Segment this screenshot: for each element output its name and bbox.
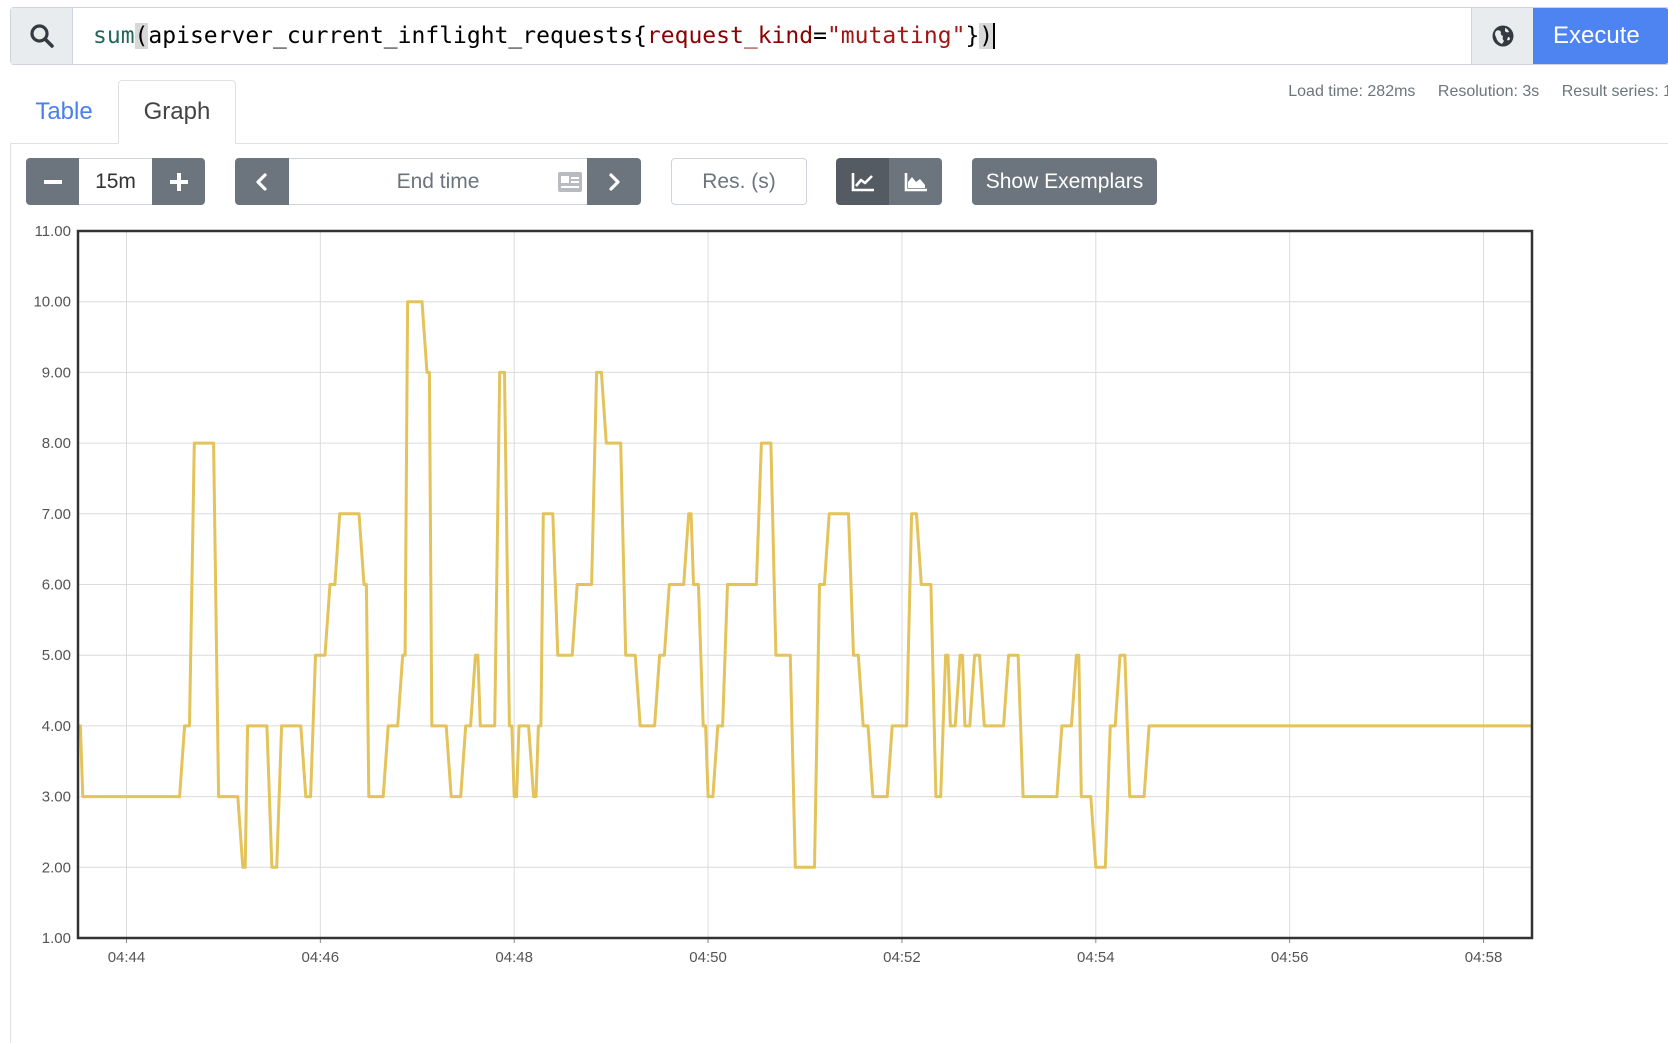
line-chart-button[interactable] <box>836 158 889 205</box>
search-icon <box>11 8 73 64</box>
y-tick-label: 3.00 <box>42 789 71 806</box>
range-control: 15m <box>26 158 205 205</box>
expr-metric-name: apiserver_current_inflight_requests <box>148 23 634 49</box>
minus-icon <box>43 179 62 184</box>
expr-close-brace: } <box>965 23 980 49</box>
result-series-stat: Result series: 1 <box>1561 83 1668 100</box>
end-time-control: End time <box>235 158 641 205</box>
x-tick-label: 04:58 <box>1465 949 1503 966</box>
end-time-input[interactable]: End time <box>289 158 587 205</box>
y-tick-label: 1.00 <box>42 930 71 947</box>
expr-operator: = <box>813 23 827 49</box>
load-time: Load time: 282ms <box>1288 83 1416 100</box>
line-chart-icon <box>851 172 874 191</box>
x-tick-label: 04:50 <box>689 949 727 966</box>
x-tick-label: 04:44 <box>108 949 146 966</box>
range-input[interactable]: 15m <box>79 158 152 205</box>
y-tick-label: 4.00 <box>42 718 71 735</box>
increase-range-button[interactable] <box>152 158 205 205</box>
text-cursor <box>993 23 996 49</box>
y-tick-label: 6.00 <box>42 577 71 594</box>
tab-table[interactable]: Table <box>35 98 93 125</box>
tab-graph[interactable]: Graph <box>118 80 236 144</box>
previous-time-button[interactable] <box>235 158 289 205</box>
y-tick-label: 11.00 <box>35 223 71 240</box>
decrease-range-button[interactable] <box>26 158 79 205</box>
x-tick-label: 04:56 <box>1271 949 1309 966</box>
y-tick-label: 2.00 <box>42 859 71 876</box>
chart-type-toggle <box>836 158 942 205</box>
end-time-placeholder: End time <box>396 169 480 193</box>
y-tick-label: 7.00 <box>42 506 71 523</box>
y-tick-label: 8.00 <box>42 435 71 452</box>
expr-label-name: request_kind <box>646 23 814 49</box>
chevron-left-icon <box>256 172 267 191</box>
expression-input[interactable]: sum(apiserver_current_inflight_requests{… <box>73 8 1471 64</box>
x-tick-label: 04:52 <box>883 949 921 966</box>
chevron-right-icon <box>609 172 620 191</box>
x-tick-label: 04:46 <box>302 949 340 966</box>
expr-function: sum <box>93 23 135 49</box>
execute-button[interactable]: Execute <box>1533 8 1668 64</box>
stacked-chart-button[interactable] <box>889 158 942 205</box>
expr-open-brace: { <box>633 23 647 49</box>
plot-frame <box>76 229 1534 940</box>
y-tick-label: 9.00 <box>42 364 71 381</box>
query-stats: Load time: 282ms Resolution: 3s Result s… <box>1270 83 1668 101</box>
graph-panel <box>10 143 1668 1043</box>
expr-open-paren: ( <box>134 23 149 49</box>
next-time-button[interactable] <box>587 158 641 205</box>
resolution-input[interactable]: Res. (s) <box>671 158 807 205</box>
show-exemplars-button[interactable]: Show Exemplars <box>972 158 1157 205</box>
plus-icon <box>169 172 188 191</box>
x-tick-label: 04:48 <box>495 949 533 966</box>
calendar-icon[interactable] <box>557 171 583 193</box>
y-tick-label: 5.00 <box>42 647 71 664</box>
expr-close-paren: ) <box>979 23 994 49</box>
globe-icon <box>1492 25 1513 47</box>
series-line <box>78 300 1532 869</box>
resolution-stat: Resolution: 3s <box>1437 83 1540 100</box>
y-tick-label: 10.00 <box>33 294 71 311</box>
x-tick-label: 04:54 <box>1077 949 1115 966</box>
query-bar: sum(apiserver_current_inflight_requests{… <box>10 7 1668 65</box>
area-chart-icon <box>904 172 927 191</box>
metrics-explorer-button[interactable] <box>1471 8 1533 64</box>
expr-label-value: "mutating" <box>826 23 966 49</box>
